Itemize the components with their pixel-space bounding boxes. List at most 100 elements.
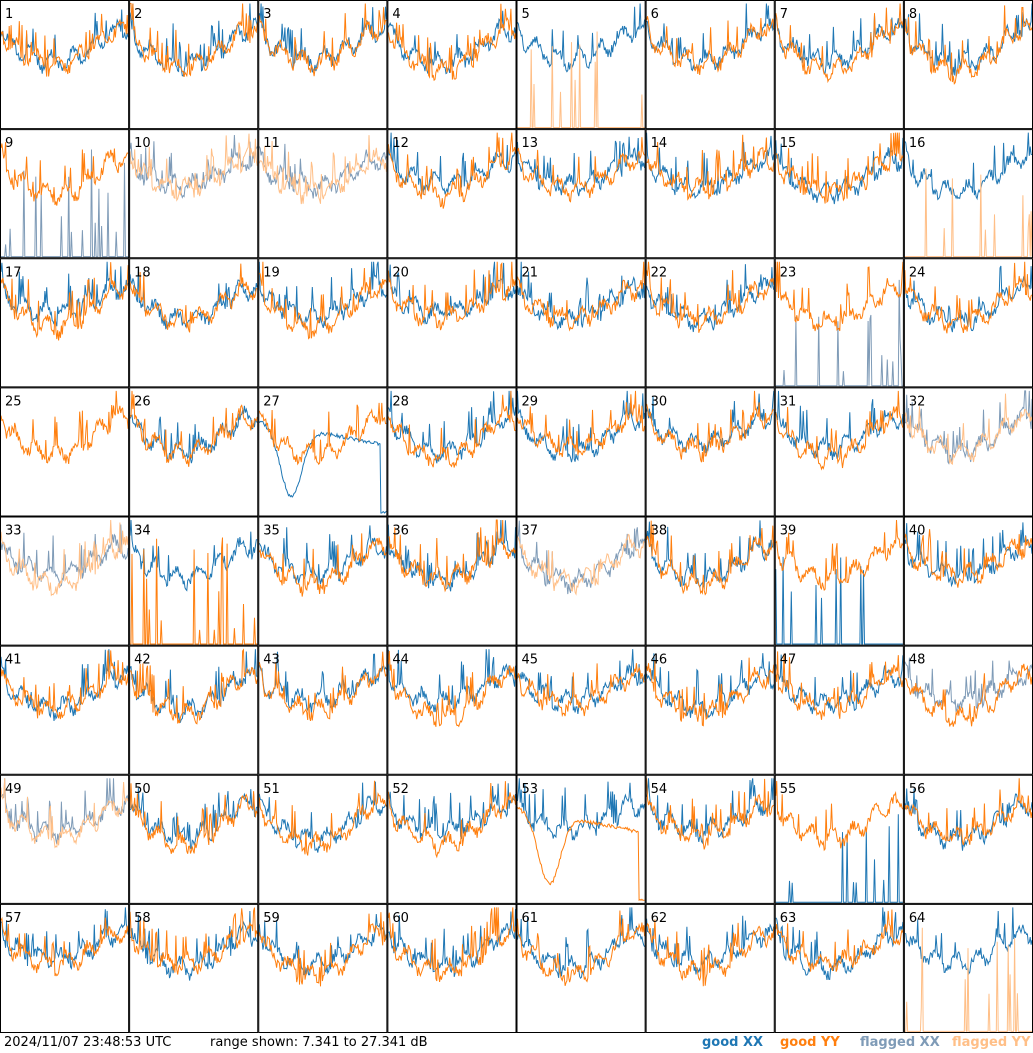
panel-label: 56	[909, 782, 926, 797]
series-yy	[904, 778, 1033, 846]
panel-border	[774, 516, 904, 646]
panel-30: 30	[645, 387, 775, 517]
panel-border	[774, 774, 904, 904]
panel-1: 1	[0, 0, 130, 130]
panel-6: 6	[645, 0, 775, 130]
series-yy	[646, 919, 775, 987]
panel-45: 45	[516, 645, 646, 775]
panel-border	[129, 645, 259, 775]
panel-border	[129, 903, 259, 1033]
panel-25: 25	[0, 387, 130, 517]
legend-good-yy: good YY	[780, 1035, 840, 1050]
panel-label: 28	[392, 394, 409, 409]
panel-label: 62	[651, 911, 668, 926]
series-xx	[258, 420, 387, 514]
panel-14: 14	[645, 129, 775, 259]
series-xx	[258, 261, 387, 329]
series-xx	[775, 556, 903, 645]
panel-44: 44	[387, 645, 517, 775]
panel-border	[516, 129, 646, 259]
panel-border	[774, 903, 904, 1033]
series-yy	[904, 529, 1033, 588]
series-yy	[904, 393, 1033, 466]
panel-15: 15	[774, 129, 904, 259]
panel-label: 47	[780, 653, 797, 668]
panel-border	[774, 645, 904, 775]
series-xx	[0, 261, 129, 327]
panel-label: 37	[522, 524, 539, 539]
panel-39: 39	[774, 516, 904, 646]
panel-label: 57	[5, 911, 22, 926]
panel-22: 22	[645, 258, 775, 388]
series-xx	[1, 149, 129, 258]
panel-64: 64	[903, 903, 1033, 1033]
panel-label: 33	[5, 524, 22, 539]
panel-border	[258, 258, 388, 388]
panel-border	[387, 516, 517, 646]
panel-border	[258, 129, 388, 259]
series-xx	[517, 261, 646, 331]
panel-38: 38	[645, 516, 775, 646]
panel-border	[258, 516, 388, 646]
series-yy	[775, 132, 904, 204]
panel-border	[516, 645, 646, 775]
panel-24: 24	[903, 258, 1033, 388]
series-yy	[775, 909, 904, 972]
panel-border	[129, 0, 259, 130]
series-yy	[646, 261, 775, 333]
panel-48: 48	[903, 645, 1033, 775]
series-yy	[517, 31, 645, 128]
panel-33: 33	[0, 516, 130, 646]
series-xx	[129, 267, 258, 330]
panel-11: 11	[258, 129, 388, 259]
panel-border	[774, 129, 904, 259]
panel-border	[387, 774, 517, 904]
panel-border	[645, 387, 775, 517]
panel-border	[0, 645, 130, 775]
panel-62: 62	[645, 903, 775, 1033]
panel-border	[129, 774, 259, 904]
panel-label: 60	[392, 911, 409, 926]
panel-57: 57	[0, 903, 130, 1033]
panel-29: 29	[516, 387, 646, 517]
series-yy	[258, 533, 387, 597]
series-yy	[517, 261, 646, 332]
panel-8: 8	[903, 0, 1033, 130]
series-xx	[517, 778, 646, 841]
series-xx	[258, 913, 387, 976]
timestamp: 2024/11/07 23:48:53 UTC	[4, 1035, 172, 1050]
panel-23: 23	[774, 258, 904, 388]
panel-label: 10	[134, 136, 151, 151]
footer: 2024/11/07 23:48:53 UTC range shown: 7.3…	[0, 1034, 1033, 1053]
panel-border	[516, 258, 646, 388]
panel-border	[387, 645, 517, 775]
panel-border	[387, 903, 517, 1033]
series-yy	[0, 650, 129, 720]
panel-19: 19	[258, 258, 388, 388]
panel-label: 61	[522, 911, 539, 926]
panel-label: 63	[780, 911, 797, 926]
panel-label: 2	[134, 7, 142, 22]
panel-label: 38	[651, 524, 668, 539]
panel-border	[516, 516, 646, 646]
panel-border	[774, 387, 904, 517]
panel-26: 26	[129, 387, 259, 517]
panel-label: 45	[522, 653, 539, 668]
series-yy	[0, 916, 129, 977]
panel-label: 20	[392, 265, 409, 280]
panel-18: 18	[129, 258, 259, 388]
panel-border	[258, 774, 388, 904]
panel-label: 26	[134, 394, 151, 409]
panel-60: 60	[387, 903, 517, 1033]
panel-58: 58	[129, 903, 259, 1033]
series-yy	[775, 390, 904, 471]
series-yy	[258, 135, 387, 205]
series-yy	[0, 778, 129, 849]
series-yy	[387, 132, 516, 209]
series-yy	[258, 912, 387, 987]
series-yy	[517, 806, 645, 902]
series-yy	[0, 262, 129, 341]
panel-47: 47	[774, 645, 904, 775]
series-xx	[775, 814, 903, 903]
series-yy	[775, 651, 904, 720]
